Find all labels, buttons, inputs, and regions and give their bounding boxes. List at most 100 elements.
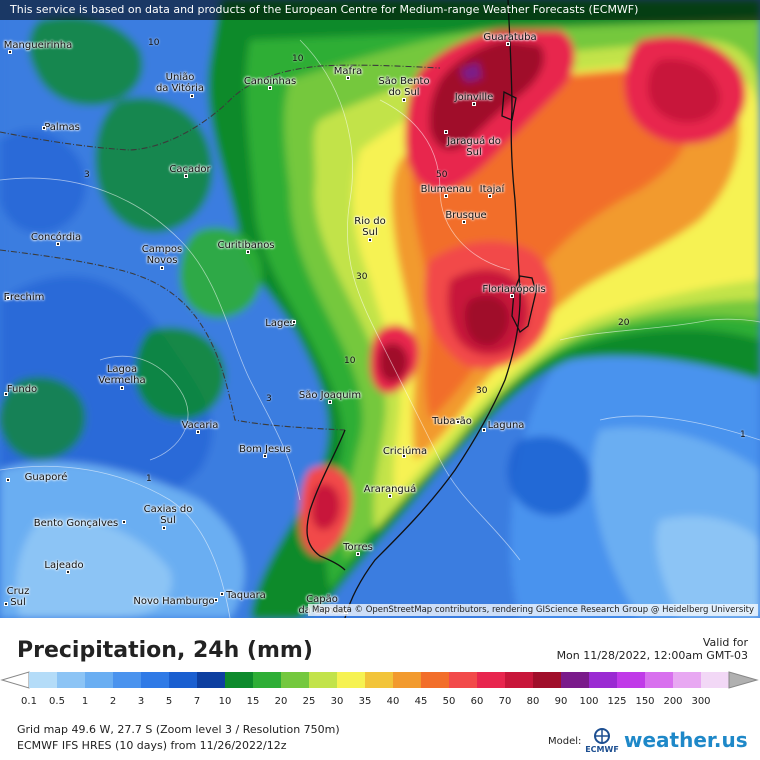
city-label: São Bento do Sul xyxy=(378,76,430,98)
city-label: Bento Gonçalves xyxy=(33,518,119,529)
city-marker xyxy=(160,266,164,270)
scale-tick-label: 7 xyxy=(193,696,201,707)
city-label: Caxias do Sul xyxy=(143,504,193,526)
weather-us-logo[interactable]: weather.us xyxy=(624,728,748,752)
city-label: Lagoa Vermelha xyxy=(98,364,146,386)
scale-cell xyxy=(645,672,673,688)
city-marker xyxy=(328,400,332,404)
scale-cell xyxy=(477,672,505,688)
city-label: Tubarão xyxy=(432,416,472,427)
city-label: Araranguá xyxy=(363,484,417,495)
scale-cell xyxy=(617,672,645,688)
city-marker xyxy=(4,602,8,606)
scale-cell xyxy=(169,672,197,688)
scale-tick-label: 10 xyxy=(218,696,232,707)
scale-cell xyxy=(673,672,701,688)
color-scale xyxy=(0,671,759,689)
scale-tick-label: 0.1 xyxy=(21,696,37,707)
city-marker xyxy=(263,454,267,458)
scale-tick-label: 3 xyxy=(137,696,145,707)
scale-cell xyxy=(141,672,169,688)
scale-tick-label: 15 xyxy=(246,696,260,707)
city-label: Torres xyxy=(343,542,373,553)
city-label: Jaraguá do Sul xyxy=(447,136,501,158)
city-marker xyxy=(56,242,60,246)
city-marker xyxy=(190,94,194,98)
city-label: Criciúma xyxy=(382,446,428,457)
contour-label: 30 xyxy=(476,386,488,396)
city-marker xyxy=(220,592,224,596)
city-marker xyxy=(402,98,406,102)
city-label: Laguna xyxy=(487,420,525,431)
scale-tick-label: 2 xyxy=(109,696,117,707)
scale-cell xyxy=(225,672,253,688)
scale-arrow-min xyxy=(0,671,30,689)
scale-tick-label: 20 xyxy=(274,696,288,707)
contour-label: 1 xyxy=(740,430,746,440)
contour-label: 20 xyxy=(618,318,630,328)
city-label: Lages xyxy=(265,318,295,329)
contour-label: 30 xyxy=(356,272,368,282)
scale-tick-label: 300 xyxy=(691,696,711,707)
city-label: Novo Hamburgo xyxy=(133,596,215,607)
city-label: Mangueirinha xyxy=(3,40,73,51)
contour-label: 10 xyxy=(148,38,160,48)
scale-cell xyxy=(309,672,337,688)
city-marker xyxy=(6,296,10,300)
city-label: Joinville xyxy=(454,92,494,103)
scale-cell xyxy=(505,672,533,688)
scale-cell xyxy=(113,672,141,688)
city-marker xyxy=(402,454,406,458)
city-label: Campos Novos xyxy=(141,244,183,266)
city-marker xyxy=(444,194,448,198)
scale-cell xyxy=(421,672,449,688)
scale-cell xyxy=(57,672,85,688)
city-marker xyxy=(4,392,8,396)
city-label: Palmas xyxy=(44,122,80,133)
city-marker xyxy=(510,294,514,298)
scale-cell xyxy=(29,672,57,688)
contour-label: 3 xyxy=(266,394,272,404)
scale-cell xyxy=(701,672,729,688)
scale-cell xyxy=(337,672,365,688)
city-marker xyxy=(42,126,46,130)
city-label: Caçador xyxy=(169,164,211,175)
city-label: União da Vitória xyxy=(155,72,205,94)
scale-cell xyxy=(281,672,309,688)
city-marker xyxy=(184,174,188,178)
city-label: Fundo xyxy=(6,384,38,395)
scale-tick-label: 1 xyxy=(81,696,89,707)
map-attribution[interactable]: Map data © OpenStreetMap contributors, r… xyxy=(308,604,758,616)
valid-date: Mon 11/28/2022, 12:00am GMT-03 xyxy=(556,649,748,662)
city-marker xyxy=(122,520,126,524)
city-marker xyxy=(456,420,460,424)
city-label: Canoinhas xyxy=(243,76,297,87)
city-marker xyxy=(292,320,296,324)
scale-cell xyxy=(589,672,617,688)
ecmwf-logo-icon xyxy=(594,728,610,744)
city-marker xyxy=(268,86,272,90)
city-label: Concórdia xyxy=(30,232,82,243)
ecmwf-notice: This service is based on data and produc… xyxy=(0,0,760,20)
city-marker xyxy=(472,102,476,106)
city-label: São Joaquim xyxy=(298,390,362,401)
precipitation-map[interactable]: This service is based on data and produc… xyxy=(0,0,760,618)
precipitation-field xyxy=(0,0,760,618)
contour-label: 1 xyxy=(146,474,152,484)
scale-cell xyxy=(253,672,281,688)
city-marker xyxy=(388,494,392,498)
city-label: Florianópolis xyxy=(482,284,546,295)
city-label: Guaratuba xyxy=(483,32,537,43)
scale-arrow-max xyxy=(728,671,759,689)
city-label: Brusque xyxy=(445,210,487,221)
city-label: Blumenau xyxy=(420,184,472,195)
scale-cell xyxy=(533,672,561,688)
scale-tick-label: 90 xyxy=(554,696,568,707)
ecmwf-logo-text: ECMWF xyxy=(585,745,619,754)
city-marker xyxy=(462,220,466,224)
scale-cell xyxy=(365,672,393,688)
scale-cell xyxy=(85,672,113,688)
scale-cell xyxy=(449,672,477,688)
contour-label: 10 xyxy=(292,54,304,64)
scale-tick-label: 30 xyxy=(330,696,344,707)
